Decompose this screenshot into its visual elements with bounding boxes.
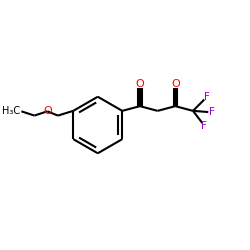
Text: F: F: [201, 122, 207, 132]
Text: H₃C: H₃C: [2, 106, 20, 116]
Text: O: O: [171, 79, 180, 89]
Text: O: O: [43, 106, 52, 116]
Text: F: F: [204, 92, 210, 102]
Text: O: O: [136, 79, 144, 89]
Text: F: F: [209, 107, 215, 117]
